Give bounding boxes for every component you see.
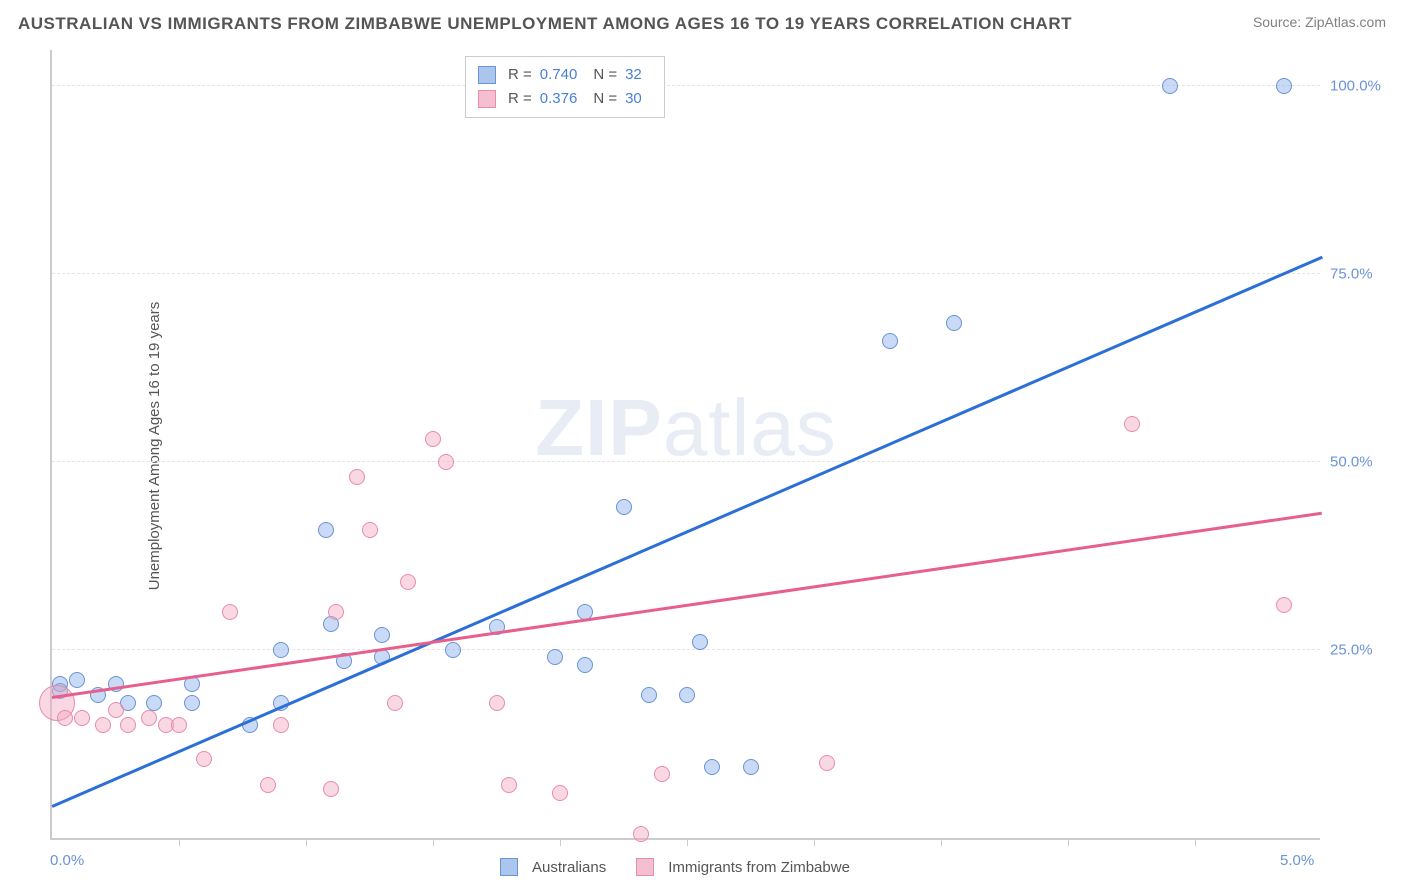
- x-tick-mark: [1068, 838, 1069, 846]
- trend-line: [52, 256, 1323, 808]
- scatter-point: [184, 695, 200, 711]
- legend-stats-row: R = 0.376N = 30: [478, 87, 652, 111]
- scatter-point: [171, 717, 187, 733]
- scatter-point: [196, 751, 212, 767]
- x-tick-mark: [687, 838, 688, 846]
- scatter-point: [74, 710, 90, 726]
- scatter-point: [679, 687, 695, 703]
- scatter-point: [222, 604, 238, 620]
- scatter-point: [323, 781, 339, 797]
- x-tick-mark: [560, 838, 561, 846]
- x-tick-mark: [1195, 838, 1196, 846]
- scatter-point: [633, 826, 649, 842]
- scatter-point: [273, 717, 289, 733]
- scatter-point: [1276, 78, 1292, 94]
- scatter-point: [95, 717, 111, 733]
- scatter-point: [946, 315, 962, 331]
- scatter-point: [819, 755, 835, 771]
- scatter-point: [1162, 78, 1178, 94]
- y-tick-label: 50.0%: [1330, 453, 1390, 470]
- scatter-point: [57, 710, 73, 726]
- scatter-point: [374, 627, 390, 643]
- scatter-point: [260, 777, 276, 793]
- scatter-point: [641, 687, 657, 703]
- scatter-point: [362, 522, 378, 538]
- x-max-label: 5.0%: [1280, 852, 1314, 869]
- gridline-h: [52, 461, 1320, 462]
- scatter-point: [1276, 597, 1292, 613]
- scatter-point: [273, 642, 289, 658]
- scatter-point: [438, 454, 454, 470]
- scatter-point: [120, 717, 136, 733]
- x-tick-mark: [433, 838, 434, 846]
- y-tick-label: 25.0%: [1330, 641, 1390, 658]
- scatter-point: [547, 649, 563, 665]
- scatter-point: [654, 766, 670, 782]
- scatter-point: [743, 759, 759, 775]
- x-min-label: 0.0%: [50, 852, 84, 869]
- scatter-point: [318, 522, 334, 538]
- scatter-point: [349, 469, 365, 485]
- scatter-point: [1124, 416, 1140, 432]
- scatter-point: [882, 333, 898, 349]
- scatter-point: [692, 634, 708, 650]
- chart-title: AUSTRALIAN VS IMMIGRANTS FROM ZIMBABWE U…: [18, 14, 1072, 34]
- legend-stats-row: R = 0.740N = 32: [478, 63, 652, 87]
- scatter-point: [69, 672, 85, 688]
- scatter-point: [445, 642, 461, 658]
- source-label: Source: ZipAtlas.com: [1253, 14, 1386, 30]
- gridline-h: [52, 273, 1320, 274]
- scatter-point: [146, 695, 162, 711]
- x-tick-mark: [306, 838, 307, 846]
- scatter-point: [141, 710, 157, 726]
- legend-stats: R = 0.740N = 32R = 0.376N = 30: [465, 56, 665, 118]
- legend-series: Australians Immigrants from Zimbabwe: [500, 858, 850, 876]
- scatter-point: [577, 657, 593, 673]
- gridline-h: [52, 85, 1320, 86]
- gridline-h: [52, 649, 1320, 650]
- legend-series-item: Immigrants from Zimbabwe: [636, 858, 850, 876]
- y-tick-label: 100.0%: [1330, 77, 1390, 94]
- scatter-point: [704, 759, 720, 775]
- scatter-point: [108, 702, 124, 718]
- scatter-point: [400, 574, 416, 590]
- plot-area: ZIPatlas 25.0%50.0%75.0%100.0%: [50, 50, 1320, 840]
- y-tick-label: 75.0%: [1330, 265, 1390, 282]
- x-tick-mark: [941, 838, 942, 846]
- x-tick-mark: [179, 838, 180, 846]
- trend-line: [52, 512, 1322, 699]
- legend-series-item: Australians: [500, 858, 606, 876]
- scatter-point: [489, 695, 505, 711]
- scatter-point: [387, 695, 403, 711]
- scatter-point: [616, 499, 632, 515]
- scatter-point: [425, 431, 441, 447]
- scatter-point: [501, 777, 517, 793]
- scatter-point: [552, 785, 568, 801]
- scatter-point: [328, 604, 344, 620]
- x-tick-mark: [814, 838, 815, 846]
